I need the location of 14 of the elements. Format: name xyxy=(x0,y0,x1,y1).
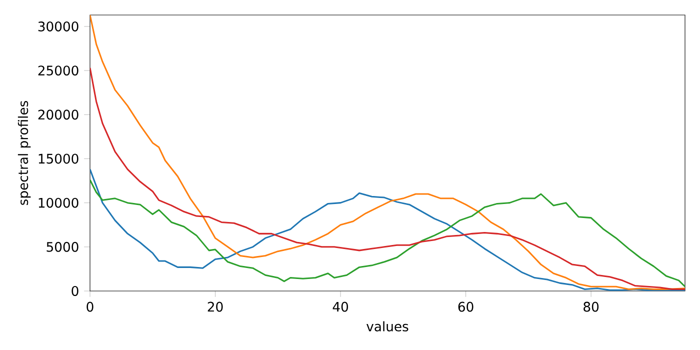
y-tick-label: 0 xyxy=(72,286,78,296)
x-tick-label: 0 xyxy=(86,302,94,312)
y-tick-label: 30000 xyxy=(38,21,78,32)
y-tick-label: 10000 xyxy=(38,198,78,208)
y-axis-title: spectral profiles xyxy=(18,100,31,205)
x-axis-title: values xyxy=(366,321,408,332)
x-tick-label: 80 xyxy=(584,302,599,312)
y-tick-label: 20000 xyxy=(38,110,78,120)
x-tick-label: 20 xyxy=(208,302,223,312)
x-tick-label: 40 xyxy=(332,302,348,312)
x-tick-label: 60 xyxy=(458,302,474,312)
y-tick-label: 5000 xyxy=(46,242,78,252)
y-tick-label: 25000 xyxy=(38,66,78,76)
y-tick-label: 15000 xyxy=(38,154,78,164)
